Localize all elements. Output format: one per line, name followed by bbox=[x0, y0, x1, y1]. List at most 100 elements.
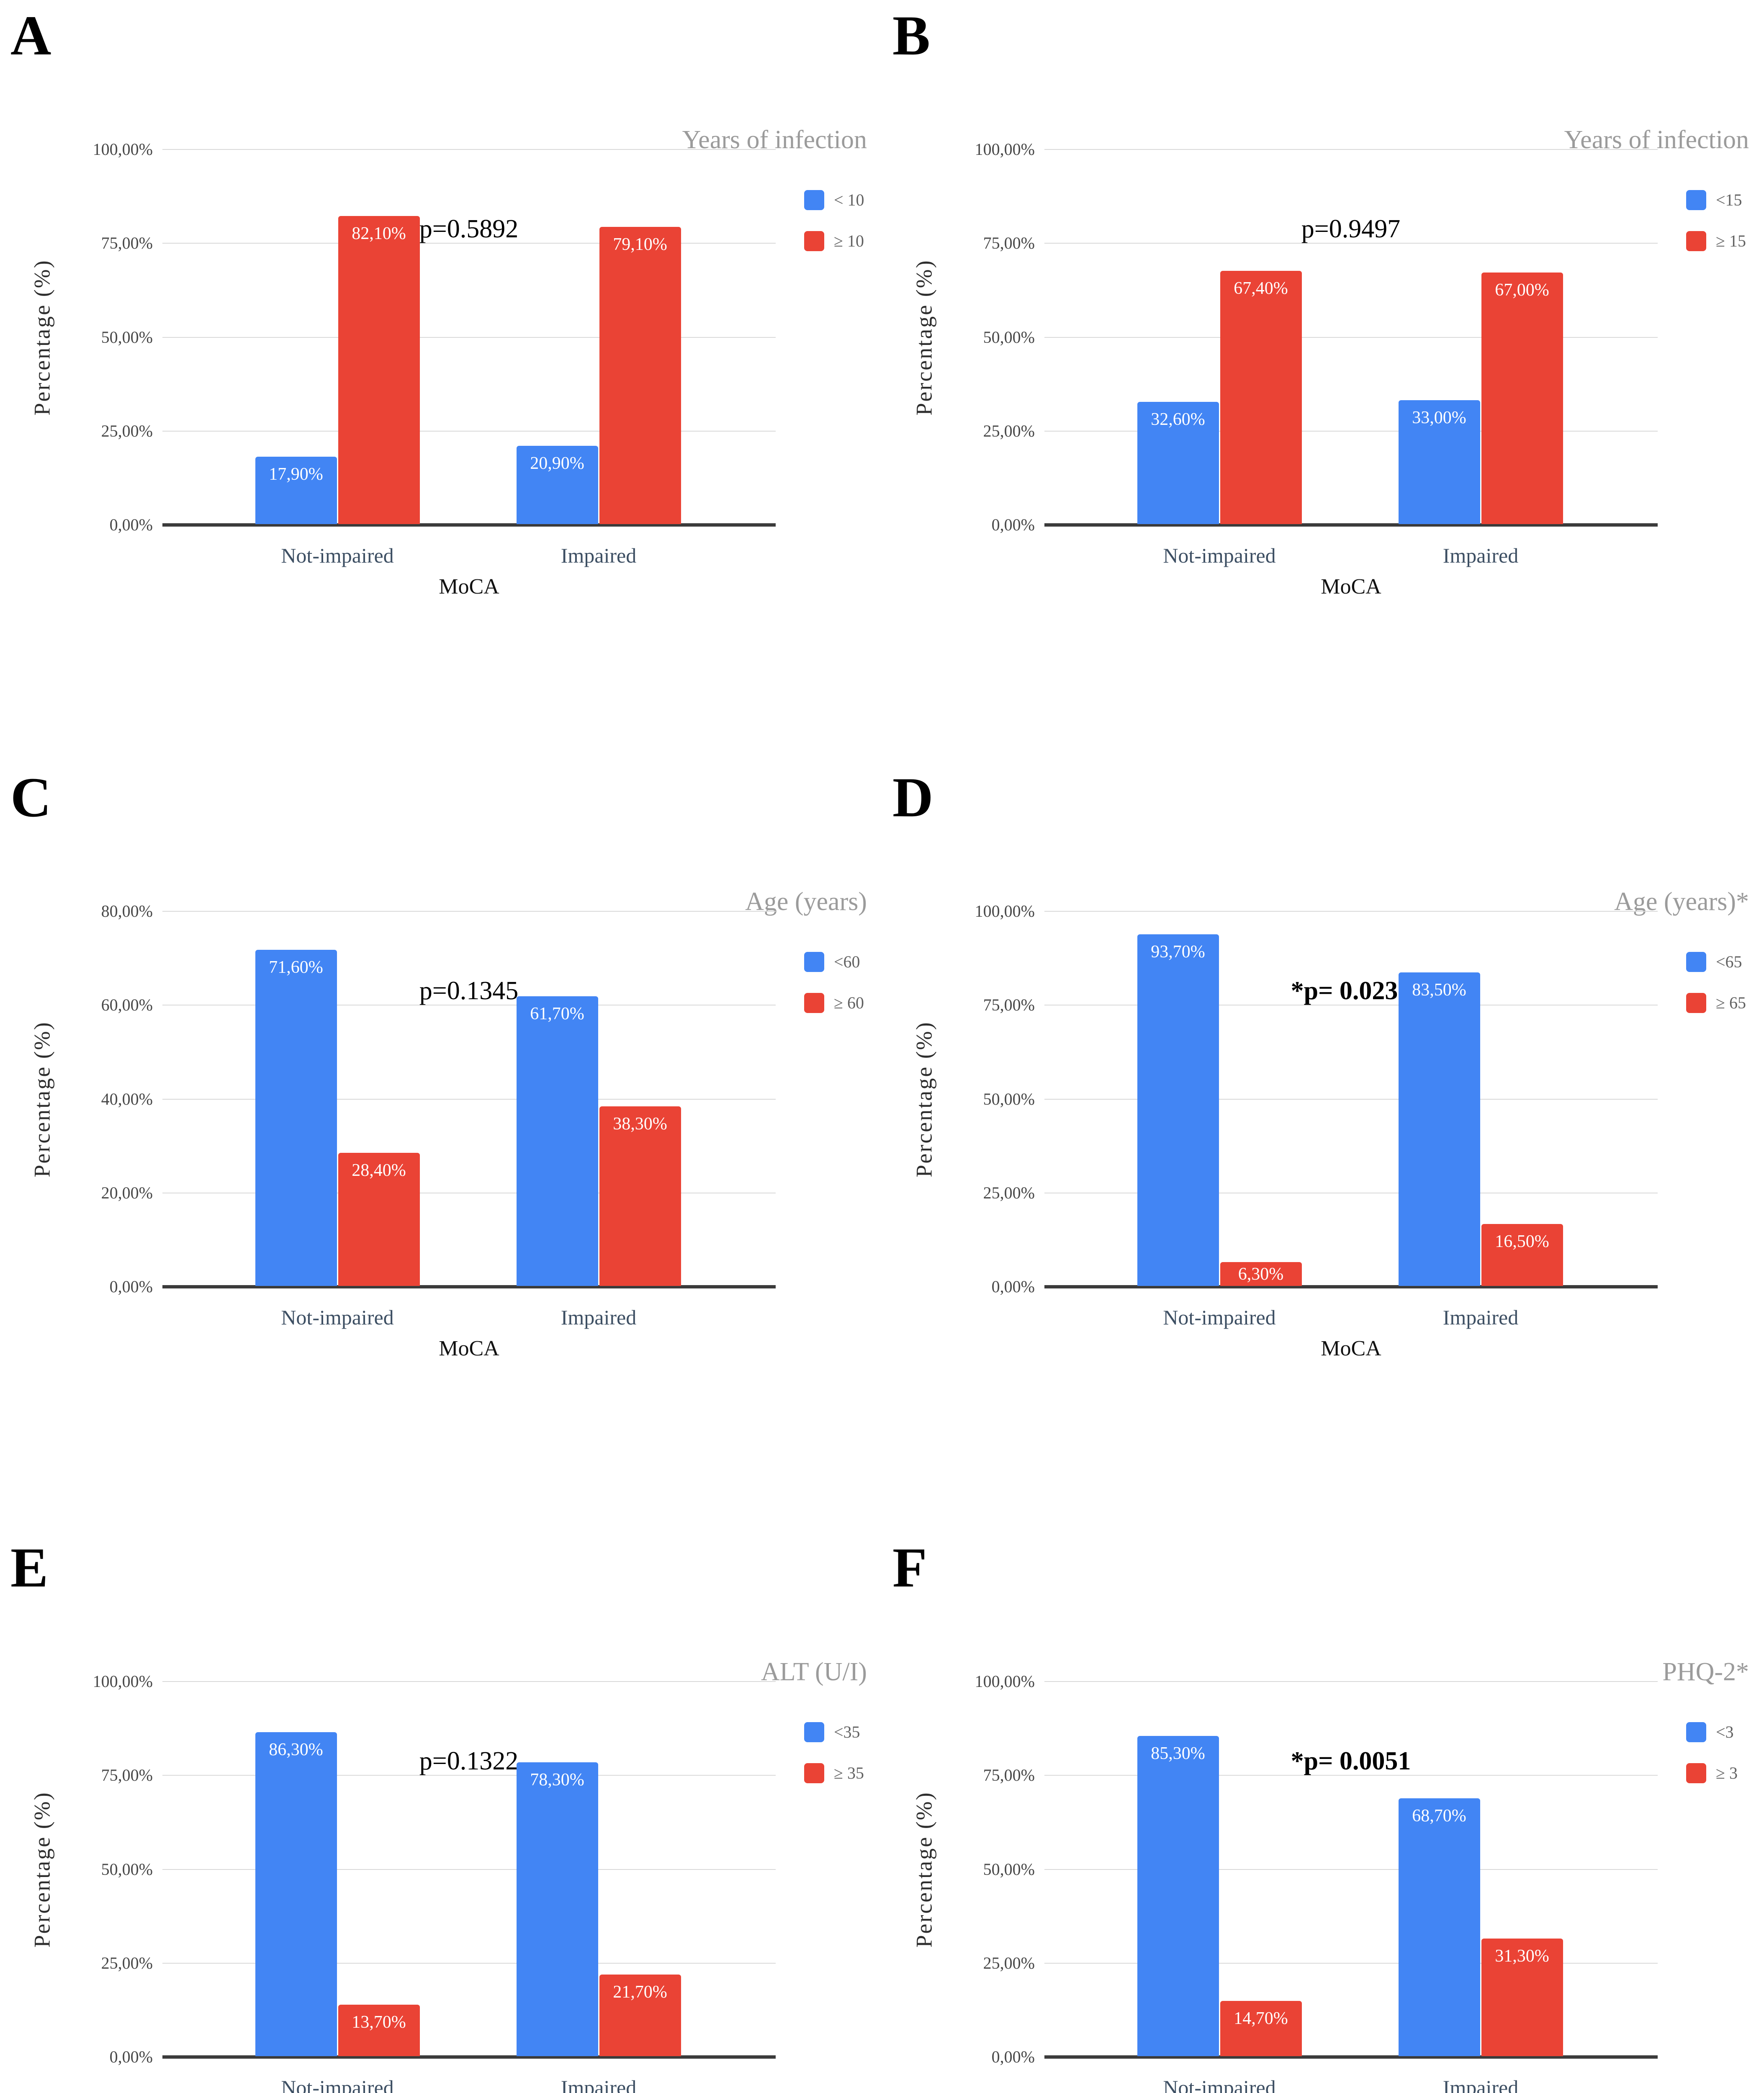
panel-letter-d: D bbox=[892, 766, 933, 829]
y-tick-label: 40,00% bbox=[101, 1089, 153, 1108]
legend-swatch-red bbox=[1686, 231, 1706, 251]
y-tick-label: 80,00% bbox=[101, 902, 153, 921]
y-tick-label: 100,00% bbox=[93, 140, 153, 159]
p-value: p=0.1345 bbox=[419, 977, 519, 1005]
bar-blue-impaired bbox=[1398, 1798, 1480, 2056]
x-category-label: Impaired bbox=[1443, 1306, 1519, 1329]
gridline bbox=[1044, 911, 1658, 912]
legend-label: <3 bbox=[1716, 1723, 1734, 1741]
bar-blue-not-impaired bbox=[255, 950, 337, 1286]
chart-panel-d: D Age (years)* <65 ≥ 65 0,00% 25,00% 50,00% 75,… bbox=[882, 762, 1764, 1478]
y-tick-label: 75,00% bbox=[983, 1766, 1035, 1785]
bar-blue-not-impaired bbox=[1137, 934, 1219, 1286]
p-value: *p= 0.0233 bbox=[1291, 977, 1411, 1005]
legend-swatch-blue bbox=[804, 190, 824, 210]
gridline bbox=[162, 1681, 776, 1682]
gridline bbox=[162, 1775, 776, 1776]
panel-letter-f: F bbox=[892, 1537, 927, 1599]
bar-value-label: 85,30% bbox=[1151, 1743, 1205, 1763]
panel-letter-b: B bbox=[892, 5, 931, 67]
gridline bbox=[1044, 1681, 1658, 1682]
y-tick-label: 100,00% bbox=[975, 140, 1035, 159]
x-category-label: Impaired bbox=[561, 2076, 637, 2093]
bar-value-label: 71,60% bbox=[269, 958, 323, 977]
bar-value-label: 38,30% bbox=[613, 1114, 667, 1134]
bar-value-label: 78,30% bbox=[530, 1770, 584, 1790]
legend-title: PHQ-2* bbox=[1662, 1658, 1749, 1686]
bar-blue-impaired bbox=[1398, 972, 1480, 1286]
legend-swatch-red bbox=[804, 1763, 824, 1783]
bar-value-label: 93,70% bbox=[1151, 942, 1205, 962]
gridline bbox=[162, 149, 776, 150]
bar-blue-not-impaired bbox=[1137, 401, 1219, 524]
bar-red-impaired bbox=[1481, 1224, 1563, 1286]
bar-value-label: 32,60% bbox=[1151, 409, 1205, 429]
bar-red-not-impaired bbox=[338, 2005, 420, 2056]
legend-label: <65 bbox=[1716, 952, 1742, 971]
y-tick-label: 0,00% bbox=[991, 1277, 1035, 1296]
y-tick-label: 50,00% bbox=[101, 1859, 153, 1879]
x-axis-line bbox=[1044, 1285, 1658, 1288]
y-tick-label: 25,00% bbox=[983, 1183, 1035, 1202]
bar-value-label: 21,70% bbox=[613, 1982, 667, 2002]
x-axis-line bbox=[1044, 523, 1658, 527]
gridline bbox=[1044, 1962, 1658, 1964]
x-category-label: Not-impaired bbox=[281, 2076, 394, 2093]
bar-blue-impaired bbox=[516, 996, 598, 1286]
bar-value-label: 14,70% bbox=[1234, 2009, 1288, 2029]
y-tick-label: 20,00% bbox=[101, 1183, 153, 1202]
y-tick-label: 50,00% bbox=[983, 327, 1035, 347]
bar-red-impaired bbox=[1481, 273, 1563, 524]
y-tick-label: 0,00% bbox=[109, 515, 153, 534]
legend-swatch-red bbox=[804, 231, 824, 251]
chart-panel-b: B Years of infection <15 ≥ 15 0,00% 25,00% 50,… bbox=[882, 0, 1764, 716]
legend-swatch-blue bbox=[804, 1722, 824, 1742]
y-tick-label: 0,00% bbox=[109, 2047, 153, 2066]
x-axis-title: MoCA bbox=[439, 1337, 499, 1360]
y-tick-label: 75,00% bbox=[983, 234, 1035, 253]
x-category-label: Not-impaired bbox=[281, 544, 394, 567]
x-axis-line bbox=[162, 523, 776, 527]
bar-value-label: 67,00% bbox=[1495, 280, 1549, 300]
y-axis-title: Percentage (%) bbox=[29, 259, 54, 416]
legend-label: < 10 bbox=[834, 190, 864, 209]
y-tick-label: 75,00% bbox=[101, 1766, 153, 1785]
gridline bbox=[162, 337, 776, 338]
bar-red-not-impaired bbox=[1220, 2001, 1302, 2056]
y-tick-label: 25,00% bbox=[101, 1953, 153, 1972]
gridline bbox=[1044, 1775, 1658, 1776]
bar-value-label: 79,10% bbox=[613, 235, 667, 255]
bar-value-label: 17,90% bbox=[269, 465, 323, 484]
bar-red-not-impaired bbox=[1220, 271, 1302, 524]
bar-red-impaired bbox=[599, 1975, 681, 2056]
y-axis-title: Percentage (%) bbox=[911, 259, 936, 416]
y-tick-label: 25,00% bbox=[983, 1953, 1035, 1972]
gridline bbox=[1044, 430, 1658, 432]
bar-value-label: 6,30% bbox=[1238, 1264, 1284, 1284]
p-value: p=0.1322 bbox=[419, 1747, 519, 1775]
bar-blue-not-impaired bbox=[1137, 1736, 1219, 2056]
x-axis-title: MoCA bbox=[439, 575, 499, 599]
gridline bbox=[162, 911, 776, 912]
legend-label: ≥ 15 bbox=[1716, 231, 1746, 250]
legend-swatch-blue bbox=[1686, 952, 1706, 972]
bar-value-label: 61,70% bbox=[530, 1004, 584, 1024]
bar-value-label: 67,40% bbox=[1234, 279, 1288, 298]
bar-blue-not-impaired bbox=[255, 1732, 337, 2056]
bar-value-label: 13,70% bbox=[352, 2013, 406, 2032]
y-tick-label: 100,00% bbox=[975, 902, 1035, 921]
gridline bbox=[1044, 337, 1658, 338]
x-category-label: Impaired bbox=[561, 1306, 637, 1329]
x-axis-title: MoCA bbox=[1321, 1337, 1381, 1360]
y-tick-label: 25,00% bbox=[983, 421, 1035, 440]
legend-label: ≥ 65 bbox=[1716, 993, 1746, 1012]
legend-label: ≥ 10 bbox=[834, 231, 864, 250]
bar-red-not-impaired bbox=[338, 1152, 420, 1286]
gridline bbox=[1044, 243, 1658, 244]
y-tick-label: 25,00% bbox=[101, 421, 153, 440]
legend-label: <35 bbox=[834, 1723, 860, 1741]
y-tick-label: 50,00% bbox=[101, 327, 153, 347]
p-value: p=0.5892 bbox=[419, 215, 519, 243]
y-axis-title: Percentage (%) bbox=[29, 1791, 54, 1948]
legend-swatch-blue bbox=[1686, 1722, 1706, 1742]
